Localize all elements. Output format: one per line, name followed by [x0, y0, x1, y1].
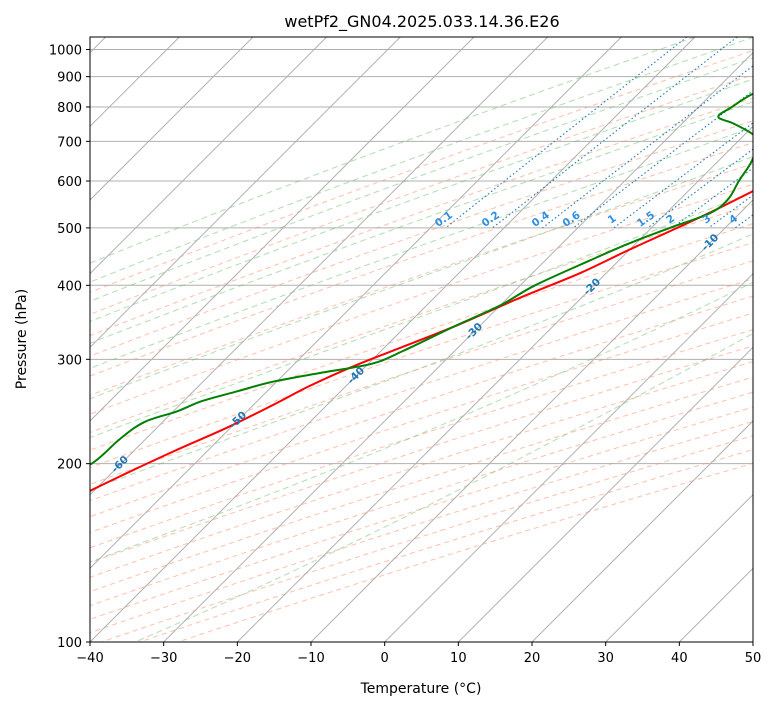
dry-adiabat [90, 295, 753, 518]
mixing-ratio-label: 1 [606, 212, 619, 226]
isotherm [384, 272, 753, 642]
dry-adiabat [90, 183, 753, 415]
mixing-ratio-line [672, 167, 753, 229]
moist-adiabat [90, 101, 753, 344]
mixing-ratio-label: 2 [664, 212, 677, 226]
isotherms [90, 37, 753, 642]
dry-adiabat [90, 120, 753, 357]
dry-adiabat [90, 223, 753, 451]
sounding-profiles [90, 92, 753, 492]
moist-adiabat [90, 233, 753, 491]
mixing-ratio-line [708, 194, 753, 229]
x-tick-label: −30 [150, 651, 177, 666]
dry-adiabat [90, 376, 753, 593]
x-tick-label: 0 [381, 651, 389, 666]
mixing-ratio-label: 3 [700, 212, 713, 226]
y-tick-label: 800 [57, 101, 82, 116]
isotherm [531, 420, 753, 642]
isotherm [457, 346, 753, 642]
isotherm [752, 641, 753, 642]
dry-adiabat [90, 142, 753, 377]
mixing-ratio-label: 1.5 [635, 209, 657, 230]
isotherm [236, 125, 753, 642]
isotherm [90, 37, 549, 496]
dry-adiabat [90, 329, 753, 549]
y-tick-label: 900 [57, 71, 82, 86]
x-tick-label: 30 [597, 651, 614, 666]
dry-adiabat [90, 163, 753, 396]
mixing-ratio-label: 0.4 [530, 209, 552, 230]
dry-adiabat [101, 435, 753, 642]
mixing-ratio-line [542, 65, 753, 229]
isotherm [90, 37, 622, 570]
dry-adiabat [90, 278, 753, 502]
dry-adiabat [90, 345, 753, 564]
moist-adiabat [90, 37, 753, 283]
moist-adiabats [90, 37, 753, 642]
mixing-ratio-lines [445, 37, 753, 229]
isotherm [90, 37, 328, 275]
isotherm [90, 37, 696, 642]
moist-adiabat [90, 126, 753, 369]
dry-adiabat [90, 312, 753, 533]
isotherm [678, 567, 753, 642]
isotherm [90, 37, 475, 422]
moist-adiabat [90, 37, 696, 264]
x-tick-label: 10 [450, 651, 467, 666]
y-tick-label: 600 [57, 175, 82, 190]
dry-adiabat [90, 361, 753, 578]
y-axis-ticks: 100 200 300 400 500 600 700 800 900 1000 [49, 44, 90, 651]
x-tick-label: 40 [671, 651, 688, 666]
moist-adiabat [90, 191, 753, 439]
x-tick-label: −10 [297, 651, 324, 666]
dry-adiabat [90, 203, 753, 433]
y-tick-label: 700 [57, 135, 82, 150]
chart-title: wetPf2_GN04.2025.033.14.36.E26 [284, 12, 559, 32]
x-axis-label: Temperature (°C) [360, 681, 482, 697]
isotherm [310, 199, 753, 642]
dewpoint-profile-line [90, 92, 753, 466]
dry-adiabat [90, 74, 753, 315]
y-tick-label: 100 [57, 636, 82, 651]
x-tick-label: 20 [524, 651, 541, 666]
isotherm-label: -70 [0, 498, 13, 520]
dry-adiabat [90, 241, 753, 469]
moist-adiabat [90, 78, 753, 323]
moist-adiabat [90, 57, 753, 302]
dry-adiabat [177, 462, 753, 642]
x-tick-label: −40 [76, 651, 103, 666]
y-axis-label: Pressure (hPa) [14, 289, 30, 389]
isotherm [90, 37, 401, 349]
x-tick-label: −20 [224, 651, 251, 666]
isotherm [605, 493, 753, 642]
moist-adiabat [90, 155, 753, 400]
pressure-gridlines [90, 49, 753, 642]
moist-adiabat [134, 332, 753, 642]
isotherm [163, 51, 753, 642]
mixing-ratio-label: 0.1 [433, 209, 455, 230]
mixing-ratio-line [572, 90, 753, 229]
moist-adiabat [90, 281, 753, 563]
dry-adiabat [90, 391, 753, 607]
dry-adiabat [90, 97, 753, 337]
mixing-ratio-line [492, 37, 738, 229]
x-axis-ticks: −40 −30 −20 −10 0 10 20 30 40 50 [76, 642, 761, 666]
mixing-ratio-label: 6 [766, 212, 775, 226]
x-tick-label: 50 [745, 651, 762, 666]
y-tick-label: 300 [57, 353, 82, 368]
temperature-profile-line [90, 190, 753, 492]
plot-frame [89, 36, 754, 643]
y-tick-label: 200 [57, 458, 82, 473]
dry-adiabat [90, 420, 753, 634]
y-tick-label: 1000 [49, 44, 82, 59]
y-tick-label: 400 [57, 279, 82, 294]
dry-adiabats [90, 50, 753, 642]
mixing-ratio-line [734, 214, 753, 229]
dry-adiabat [90, 50, 753, 293]
y-tick-label: 500 [57, 222, 82, 237]
dry-adiabat [90, 260, 753, 485]
isotherm [90, 37, 254, 201]
